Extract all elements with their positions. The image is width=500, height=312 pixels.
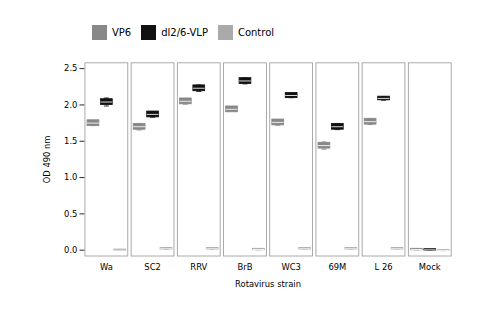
svg-text:Rotavirus strain: Rotavirus strain [235, 279, 301, 289]
html-text:Control: Control [237, 27, 275, 38]
svg-text:1.5: 1.5 [64, 136, 77, 146]
svg-text:BrB: BrB [237, 262, 252, 272]
html-text:VP6: VP6 [112, 27, 132, 38]
svg-text:0.0: 0.0 [64, 245, 77, 255]
svg-text:2.0: 2.0 [64, 100, 77, 110]
svg-text:WC3: WC3 [281, 262, 300, 272]
svg-text:Mock: Mock [419, 262, 441, 272]
svg-text:Wa: Wa [100, 262, 113, 272]
html-text:dl2/6-VLP: dl2/6-VLP [161, 27, 208, 38]
svg-text:L 26: L 26 [375, 262, 393, 272]
svg-text:RRV: RRV [190, 262, 207, 272]
svg-text:SC2: SC2 [144, 262, 161, 272]
svg-text:OD 490 nm: OD 490 nm [42, 136, 52, 184]
svg-text:0.5: 0.5 [64, 209, 77, 219]
svg-text:1.0: 1.0 [64, 172, 77, 182]
svg-text:69M: 69M [328, 262, 346, 272]
svg-text:2.5: 2.5 [64, 63, 77, 73]
